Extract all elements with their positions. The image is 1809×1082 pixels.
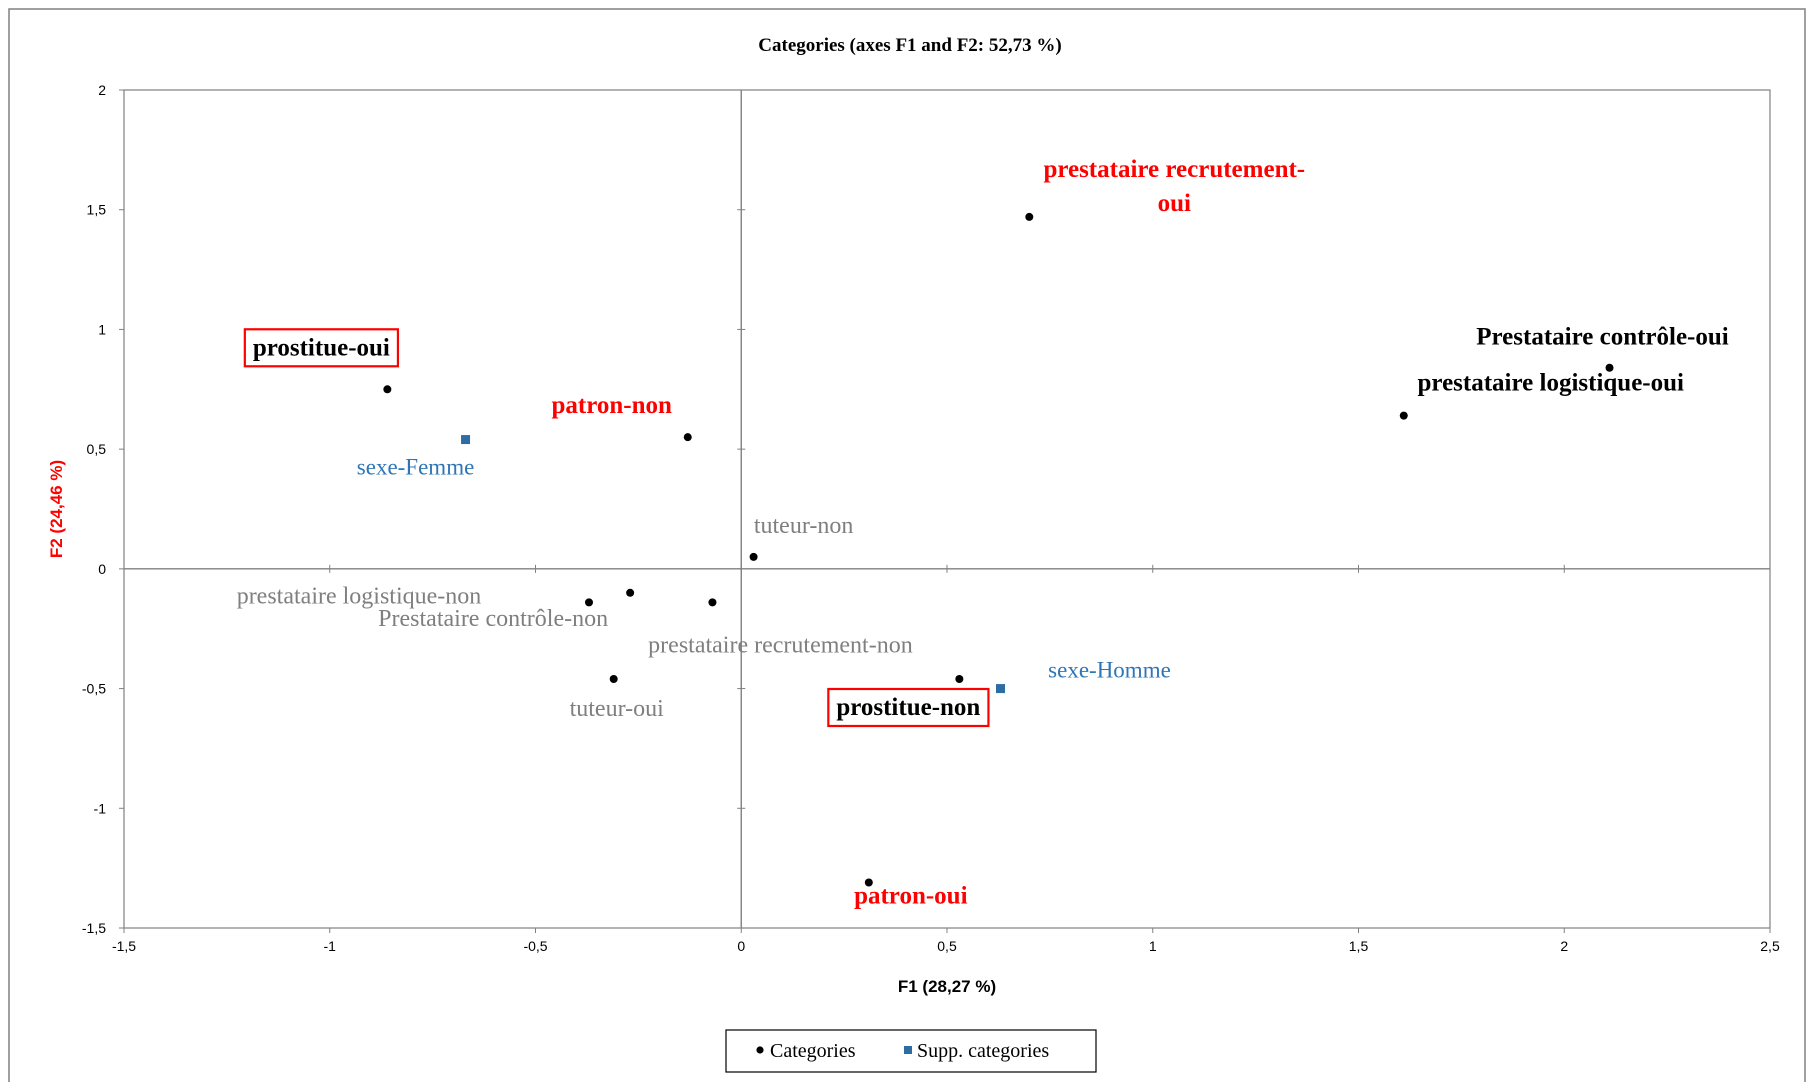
x-tick-label: 0 [737,938,745,954]
label-sexe-femme: sexe-Femme [357,455,475,480]
point-prestataire-recrutement-non [708,598,717,607]
label-box-prostitue-oui [243,328,400,368]
point-prestataire-logistique-non [584,598,593,607]
label-patron-oui: patron-oui [854,883,968,910]
y-tick-label: 1,5 [87,202,107,218]
label-box-prostitue-non [827,687,990,728]
label-patron-non: patron-non [552,392,673,419]
label-prestataire-recrutement-non: prestataire recrutement-non [648,632,913,658]
y-axis-title: F2 (24,46 %) [47,460,66,558]
point-prestataire-logistique-oui [1399,411,1408,420]
point-patron-oui [864,878,873,887]
label-sexe-homme: sexe-Homme [1048,658,1171,683]
x-axis-title: F1 (28,27 %) [898,977,996,996]
label-prestataire-controle-non: Prestataire contrôle-non [378,606,608,632]
legend-supp-marker [904,1046,912,1054]
label-prostitue-non: prostitue-non [836,694,980,721]
tick-labels: -1,5 -1 -0,5 0 0,5 1 1,5 2 2,5 -1,5 -1 -0,5 0 0,5 1 1,5… [82,82,1780,954]
label-prestataire-logistique-non: prestataire logistique-non [237,583,482,609]
label-tuteur-non: tuteur-non [754,513,854,539]
y-tick-label: 0 [98,561,106,577]
point-tuteur-non [749,552,758,561]
label-prestataire-controle-oui: Prestataire contrôle-oui [1476,324,1729,351]
label-prestataire-recrutement-oui: prestataire recrutement-oui [1043,156,1305,217]
label-prestataire-logistique-oui: prestataire logistique-oui [1418,370,1684,397]
x-tick-label: 0,5 [937,938,957,954]
point-labels: prostitue-oui patron-non prestataire recru… [237,156,1729,910]
chart-title: Categories (axes F1 and F2: 52,73 %) [758,35,1061,56]
point-prostitue-non [955,674,964,683]
data-points [383,212,1614,887]
legend-categories-marker [756,1046,764,1054]
supp-point-sexe-homme [995,684,1005,694]
x-tick-label: -1,5 [112,938,136,954]
x-tick-label: -0,5 [523,938,547,954]
x-tick-label: -1 [324,938,337,954]
x-tick-label: 2,5 [1760,938,1780,954]
label-tuteur-oui: tuteur-oui [570,696,664,722]
legend-categories-label: Categories [770,1040,856,1062]
y-tick-label: -1 [94,800,107,816]
y-tick-label: -0,5 [82,681,106,697]
supp-point-sexe-femme [461,435,471,445]
point-prestataire-recrutement-oui [1025,212,1034,221]
x-tick-label: 1 [1149,938,1157,954]
y-tick-label: 1 [98,321,106,337]
legend: Categories Supp. categories [725,1029,1097,1073]
point-prestataire-controle-oui [1605,363,1614,372]
legend-supp-label: Supp. categories [917,1040,1049,1062]
point-prostitue-oui [383,385,392,394]
point-tuteur-oui [609,674,618,683]
x-tick-label: 1,5 [1349,938,1369,954]
y-tick-label: 0,5 [87,441,107,457]
x-tick-label: 2 [1560,938,1568,954]
chart-frame [8,8,1806,1082]
y-tick-label: 2 [98,82,106,98]
point-prestataire-controle-non [626,588,635,597]
y-tick-label: -1,5 [82,920,106,936]
label-prostitue-oui: prostitue-oui [253,334,390,361]
point-patron-non [683,433,692,442]
